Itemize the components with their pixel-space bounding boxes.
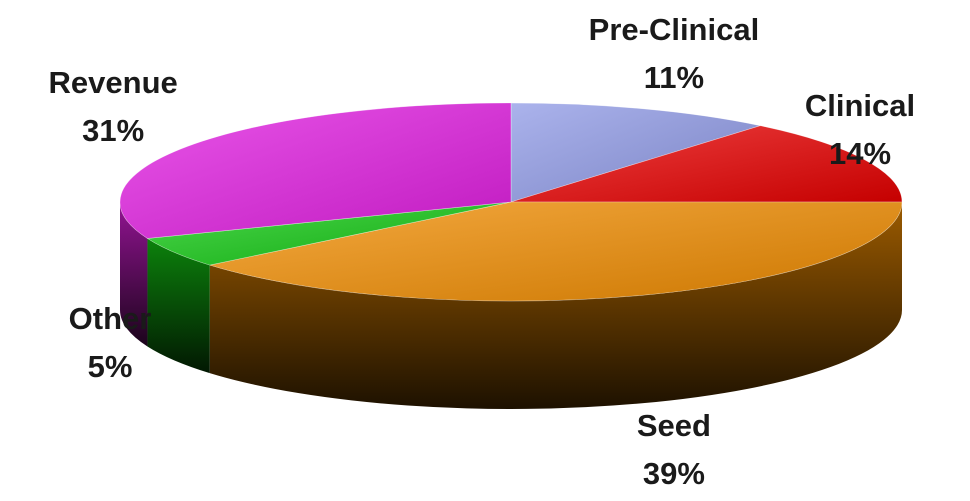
slice-seed (209, 201, 903, 302)
pie-tops (119, 102, 903, 302)
slice-side-other (147, 238, 210, 374)
slice-revenue (119, 102, 512, 239)
label-value-other: 5% (88, 349, 133, 384)
label-pre-clinical: Pre-Clinical (589, 12, 760, 47)
slice-side-seed (209, 202, 903, 409)
label-clinical: Clinical (805, 88, 915, 123)
label-value-seed: 39% (643, 456, 705, 491)
pie-sides (120, 202, 903, 409)
label-seed: Seed (637, 408, 711, 443)
label-other: Other (69, 301, 152, 336)
slice-side-revenue (120, 202, 148, 347)
label-value-pre-clinical: 11% (644, 60, 704, 95)
label-revenue: Revenue (49, 65, 178, 100)
pie-labels: Pre-Clinical 11% Clinical 14% Seed 39% Other 5%… (49, 12, 916, 491)
slice-clinical (510, 125, 903, 203)
label-value-revenue: 31% (82, 113, 144, 148)
label-value-clinical: 14% (829, 136, 891, 171)
slice-pre-clinical (510, 102, 761, 203)
